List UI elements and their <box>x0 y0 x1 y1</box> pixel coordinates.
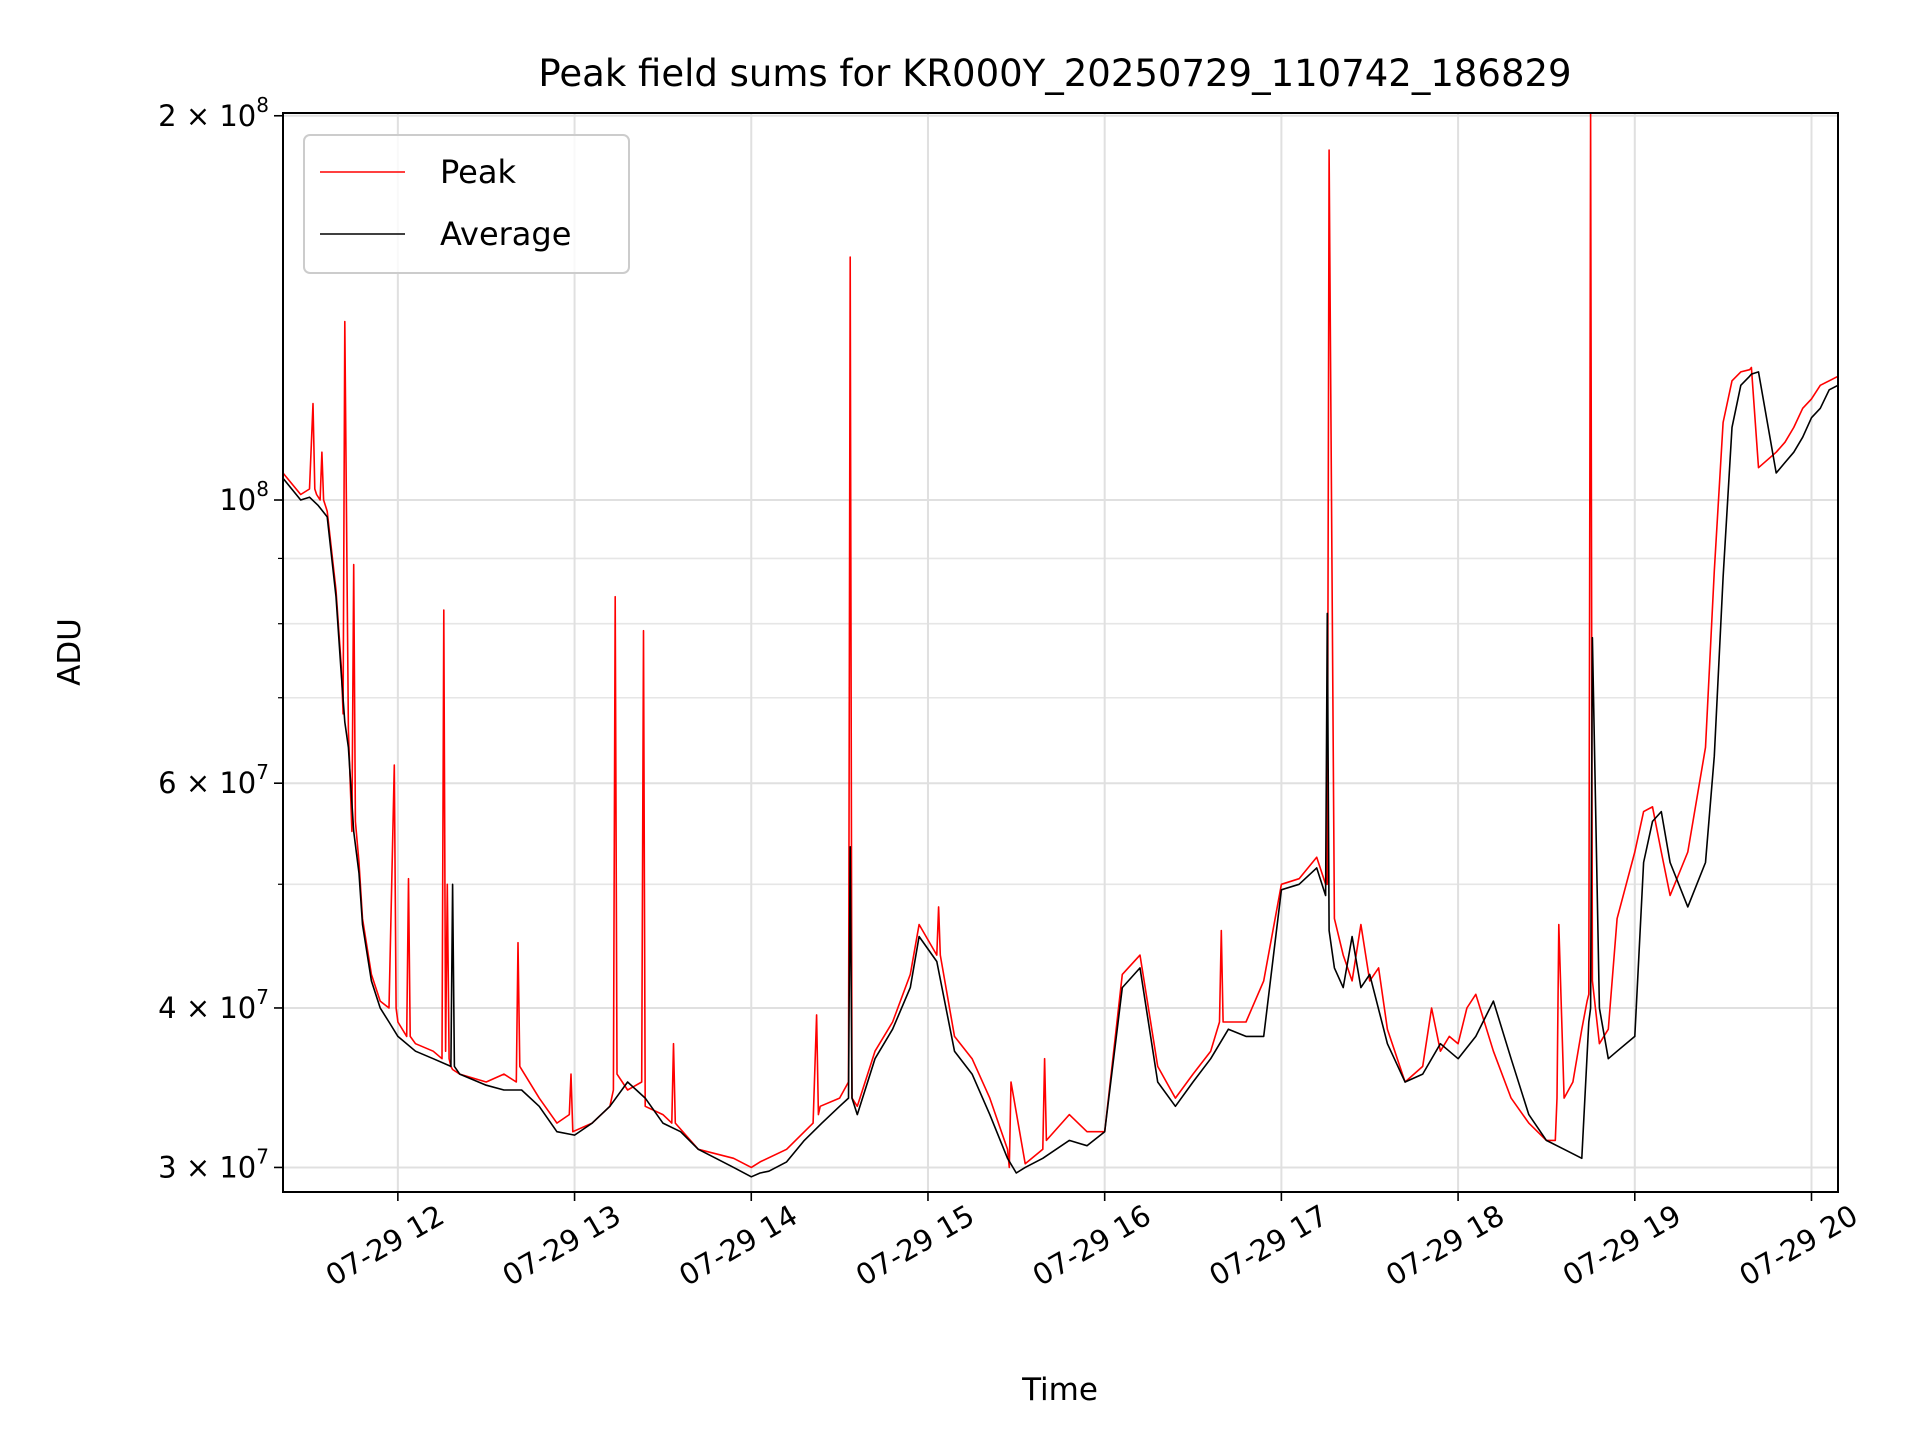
y-tick-label: 2 × 108 <box>158 93 269 133</box>
series-lines <box>282 112 1839 1178</box>
axis-ticks <box>274 114 1813 1201</box>
y-tick-label: 108 <box>219 477 269 517</box>
x-axis-title: Time <box>1021 1372 1098 1408</box>
y-tick-label: 4 × 107 <box>158 985 269 1025</box>
legend: Peak Average <box>303 134 630 274</box>
series-line-average <box>282 371 1839 1178</box>
plot-frame <box>282 112 1839 1193</box>
chart-title: Peak field sums for KR000Y_20250729_1107… <box>538 52 1571 95</box>
grid <box>283 113 1838 1192</box>
legend-label-average: Average <box>440 215 571 253</box>
y-axis-title: ADU <box>52 618 88 686</box>
y-tick-label: 3 × 107 <box>158 1144 269 1184</box>
series-line-peak <box>282 112 1839 1169</box>
y-tick-label: 6 × 107 <box>158 760 269 800</box>
legend-box <box>303 134 630 274</box>
legend-label-peak: Peak <box>440 153 516 191</box>
y-tick-labels: 3 × 107 4 × 107 6 × 107 108 2 × 108 <box>158 93 269 1185</box>
